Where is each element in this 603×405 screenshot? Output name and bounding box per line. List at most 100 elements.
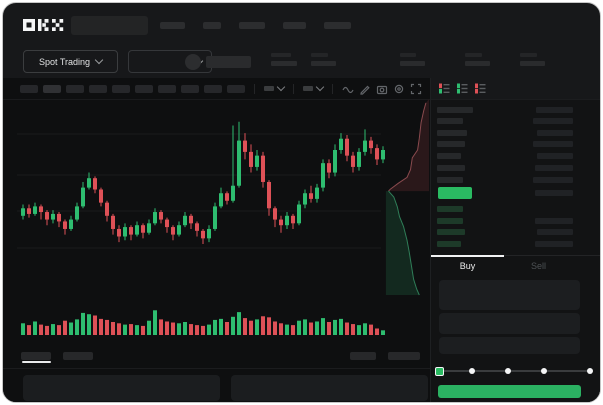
chevron-down-icon <box>94 55 104 65</box>
price-placeholder <box>437 153 461 160</box>
pair-name-placeholder <box>206 56 251 68</box>
slider-stop[interactable] <box>540 368 547 374</box>
orderbook-view-toggles <box>431 78 600 100</box>
bid-row[interactable] <box>437 216 573 226</box>
size-placeholder <box>533 118 573 124</box>
stat-value-placeholder <box>400 61 425 66</box>
ticker-stat <box>400 53 425 66</box>
ticker-stat <box>465 53 490 66</box>
main-area: Buy Sell <box>3 78 600 402</box>
slider-stop[interactable] <box>504 368 511 374</box>
price-input[interactable] <box>439 280 580 310</box>
price-placeholder <box>437 217 463 224</box>
bid-row[interactable] <box>437 227 573 237</box>
ask-row[interactable] <box>437 151 573 161</box>
interval-dropdown[interactable] <box>264 82 286 92</box>
book-both-icon[interactable] <box>439 83 450 94</box>
last-price-badge[interactable] <box>438 187 472 199</box>
size-placeholder <box>535 190 573 196</box>
chart-toolbar <box>3 78 430 100</box>
coin-avatar <box>185 54 201 70</box>
toolbar-preset-button[interactable] <box>66 84 84 93</box>
price-value-placeholder <box>271 61 297 66</box>
stat-label-placeholder <box>311 53 328 57</box>
draw-pencil-icon[interactable] <box>359 83 371 95</box>
toolbar-preset-button[interactable] <box>135 84 153 93</box>
buy-submit-button[interactable] <box>438 385 581 398</box>
tab-buy[interactable]: Buy <box>459 261 476 271</box>
ask-row[interactable] <box>437 128 573 138</box>
nav-item-placeholder[interactable] <box>239 21 265 29</box>
toolbar-preset-button[interactable] <box>181 84 199 93</box>
price-label-placeholder <box>271 53 291 57</box>
search-input[interactable] <box>71 15 148 35</box>
toolbar-divider <box>254 83 255 94</box>
buy-sell-tabs: Buy Sell <box>431 255 600 276</box>
camera-icon[interactable] <box>376 83 388 95</box>
toolbar-preset-button[interactable] <box>20 84 38 93</box>
nav-item-placeholder[interactable] <box>324 21 351 29</box>
chart-bottom-control[interactable] <box>350 352 376 360</box>
active-tab-underline <box>22 361 51 363</box>
size-placeholder <box>533 141 573 148</box>
ask-row[interactable] <box>437 175 573 185</box>
slider-stop[interactable] <box>587 368 593 374</box>
bid-row[interactable] <box>437 239 573 249</box>
stat-label-placeholder <box>465 53 482 57</box>
nav-item-placeholder[interactable] <box>160 21 185 29</box>
chart-bottom-tab[interactable] <box>21 352 51 360</box>
stat-label-placeholder <box>520 53 537 57</box>
bottom-panel-left[interactable] <box>23 375 220 401</box>
fullscreen-icon[interactable] <box>410 83 422 95</box>
ask-row[interactable] <box>437 116 573 126</box>
active-buy-tab-underline <box>431 255 504 257</box>
size-placeholder <box>537 229 573 236</box>
size-placeholder <box>535 217 573 224</box>
market-type-label: Spot Trading <box>38 56 91 67</box>
toolbar-preset-button[interactable] <box>43 84 61 93</box>
amount-slider[interactable] <box>435 367 593 376</box>
toolbar-preset-button[interactable] <box>158 84 176 93</box>
bid-row[interactable] <box>437 204 573 214</box>
price-placeholder <box>437 229 465 236</box>
amount-input[interactable] <box>439 313 580 334</box>
toolbar-preset-button[interactable] <box>89 84 107 93</box>
book-asks-icon[interactable] <box>475 83 486 94</box>
chart-bottom-control[interactable] <box>388 352 420 360</box>
ask-row[interactable] <box>437 139 573 149</box>
wave-line-icon[interactable] <box>342 83 354 95</box>
slider-stop[interactable] <box>468 368 475 374</box>
size-placeholder <box>537 129 573 136</box>
candlestick-chart[interactable] <box>17 99 429 347</box>
toolbar-preset-button[interactable] <box>112 84 130 93</box>
bottom-panel-right[interactable] <box>231 375 428 401</box>
size-placeholder <box>535 241 573 248</box>
toolbar-preset-button[interactable] <box>227 84 245 93</box>
indicator-placeholder <box>303 86 313 91</box>
ticker-stat <box>520 53 545 66</box>
price-placeholder <box>437 107 473 113</box>
ask-row[interactable] <box>437 163 573 173</box>
okx-logo[interactable] <box>23 17 67 33</box>
price-placeholder <box>437 141 465 148</box>
book-bids-icon[interactable] <box>457 83 468 94</box>
nav-item-placeholder[interactable] <box>283 21 306 29</box>
indicator-dropdown[interactable] <box>303 82 325 92</box>
nav-items <box>160 21 351 29</box>
price-placeholder <box>437 118 463 124</box>
price-placeholder <box>437 164 465 171</box>
total-input[interactable] <box>439 337 580 354</box>
chart-bottom-tab[interactable] <box>63 352 93 360</box>
market-type-dropdown[interactable]: Spot Trading <box>23 50 118 73</box>
toolbar-divider <box>293 83 294 94</box>
tab-sell[interactable]: Sell <box>530 261 546 271</box>
chevron-down-icon <box>315 82 325 92</box>
settings-icon[interactable] <box>393 83 405 95</box>
nav-item-placeholder[interactable] <box>203 21 221 29</box>
stat-label-placeholder <box>400 53 416 57</box>
orderbook-header-row[interactable] <box>437 105 573 115</box>
top-nav <box>3 3 600 47</box>
toolbar-preset-button[interactable] <box>204 84 222 93</box>
slider-handle[interactable] <box>435 367 444 376</box>
